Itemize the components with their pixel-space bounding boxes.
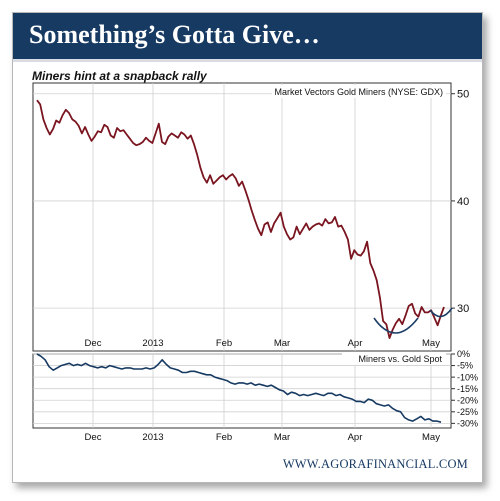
- x-tick-label: Feb: [216, 338, 232, 349]
- y-tick-label: -30%: [457, 419, 478, 429]
- y-tick-label: 50: [457, 89, 469, 101]
- y-tick-label: -20%: [457, 395, 478, 405]
- x-tick-label: Feb: [216, 432, 232, 443]
- x-tick-label: Mar: [274, 338, 290, 349]
- x-tick-label: Dec: [85, 338, 102, 349]
- chart-label: Miners vs. Gold Spot: [358, 354, 442, 364]
- y-tick-label: -25%: [457, 407, 478, 417]
- chart-subtitle: Miners hint at a snapback rally: [32, 69, 207, 83]
- title-banner: Something’s Gotta Give…: [13, 13, 482, 62]
- plot-frame: [32, 82, 452, 352]
- y-tick-label: 40: [457, 196, 469, 208]
- chart-label-bg: [342, 352, 446, 365]
- chart-label-bg: [272, 85, 446, 98]
- x-tick-label: 2013: [142, 338, 163, 349]
- highlight-arc: [373, 317, 419, 334]
- price-chart: 50 40 30 Dec 2013 Feb Mar Apr May Market Vectors …: [32, 82, 469, 352]
- y-tick-label: 30: [457, 303, 469, 315]
- x-tick-label: Mar: [274, 432, 290, 443]
- y-tick-label: -10%: [457, 372, 478, 382]
- banner-title: Something’s Gotta Give…: [29, 20, 320, 49]
- y-tick-label: -15%: [457, 384, 478, 394]
- x-tick-label: Apr: [348, 432, 363, 443]
- highlight-arc: [429, 307, 453, 318]
- y-tick-label: 0%: [457, 349, 470, 359]
- chart-label: Market Vectors Gold Miners (NYSE: GDX): [274, 87, 443, 97]
- series-line: [36, 353, 442, 423]
- x-tick-label: Dec: [85, 432, 102, 443]
- x-tick-label: 2013: [142, 432, 163, 443]
- footer-url: WWW.AGORAFINANCIAL.COM: [282, 457, 468, 471]
- ratio-chart: 0% -5%-10% -15%-20% -25% -30% Dec 2013 Feb Mar Ap…: [32, 349, 478, 443]
- y-tick-label: -5%: [457, 361, 473, 371]
- x-tick-label: May: [422, 432, 440, 443]
- series-line: [36, 99, 445, 339]
- low-highlight-arcs: [373, 307, 453, 334]
- plot-frame: [32, 353, 452, 429]
- x-tick-label: Apr: [348, 338, 363, 349]
- x-tick-label: May: [422, 338, 440, 349]
